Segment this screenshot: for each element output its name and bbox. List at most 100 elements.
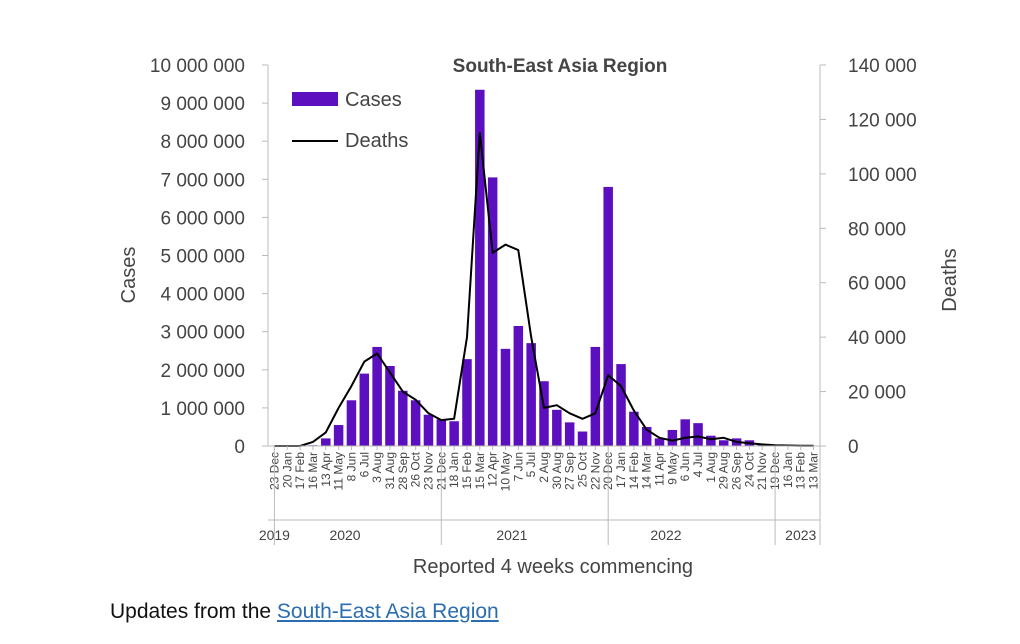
- left-tick-label: 10 000 000: [150, 56, 245, 77]
- x-tick-label: 22 Nov: [588, 452, 602, 490]
- cases-bar: [616, 364, 626, 446]
- left-tick-label: 4 000 000: [160, 285, 245, 306]
- cases-bar: [706, 435, 716, 446]
- cases-bar: [693, 423, 703, 446]
- x-tick-label: 16 Jan: [781, 452, 795, 488]
- cases-bar: [321, 438, 331, 446]
- year-label: 2021: [496, 527, 527, 543]
- cases-bar: [372, 346, 382, 446]
- cases-bar: [641, 426, 652, 446]
- x-tick-label: 6 Jun: [678, 452, 692, 481]
- cases-bar: [552, 409, 562, 446]
- x-tick-label: 17 Feb: [293, 452, 307, 490]
- chart-title: South-East Asia Region: [453, 56, 668, 77]
- x-tick-label: 14 Mar: [640, 452, 654, 489]
- cases-bar: [385, 365, 395, 446]
- left-tick-label: 5 000 000: [160, 247, 245, 268]
- x-tick-label: 5 Jul: [524, 452, 538, 477]
- cases-bar: [564, 422, 575, 446]
- right-tick-label: 20 000: [848, 383, 906, 404]
- left-tick-label: 9 000 000: [160, 94, 245, 115]
- x-axis-label: Reported 4 weeks commencing: [413, 556, 693, 578]
- cases-bar: [359, 373, 370, 446]
- right-tick-label: 120 000: [848, 110, 917, 131]
- x-tick-label: 24 Oct: [742, 451, 756, 487]
- x-tick-label: 18 Jan: [447, 452, 461, 488]
- x-tick-label: 3 Aug: [370, 452, 384, 483]
- x-tick-label: 30 Aug: [550, 452, 564, 489]
- left-y-axis: 0 1 000 000 2 000 000 3 000 000 4 000 000 5 0…: [150, 56, 269, 458]
- cases-bar: [346, 400, 357, 446]
- x-tick-label: 14 Feb: [627, 452, 641, 490]
- legend: Cases Deaths: [292, 89, 408, 152]
- x-tick-label: 2 Aug: [537, 452, 551, 483]
- cases-bar: [577, 431, 588, 446]
- x-tick-label: 17 Jan: [614, 452, 628, 488]
- x-tick-label: 13 Feb: [794, 452, 808, 490]
- x-tick-label: 27 Sep: [563, 452, 577, 490]
- x-tick-label: 1 Aug: [704, 452, 718, 483]
- x-tick-label: 13 Apr: [319, 452, 333, 487]
- left-tick-label: 6 000 000: [160, 208, 245, 229]
- year-label: 2019: [259, 527, 290, 543]
- x-tick-label: 6 Jul: [357, 452, 371, 477]
- x-tick-label: 9 May: [665, 452, 679, 485]
- x-tick-label: 28 Sep: [396, 452, 410, 490]
- x-tick-label: 29 Aug: [717, 452, 731, 489]
- cases-bar: [423, 414, 434, 446]
- cases-bars: [308, 89, 819, 447]
- x-tick-label: 10 May: [499, 452, 513, 491]
- cases-bar: [462, 359, 472, 446]
- x-tick-label: 26 Oct: [409, 451, 423, 487]
- south-east-asia-region-link[interactable]: South-East Asia Region: [276, 600, 499, 623]
- cases-bar: [410, 400, 421, 446]
- cases-bar: [487, 177, 498, 446]
- right-tick-label: 100 000: [848, 165, 917, 186]
- deaths-line: [274, 132, 814, 447]
- x-tick-label: 16 Mar: [306, 452, 320, 489]
- year-label: 2022: [650, 527, 681, 543]
- legend-cases-label: Cases: [345, 89, 402, 111]
- x-tick-label: 23 Nov: [422, 452, 436, 490]
- legend-cases-swatch: [292, 92, 338, 106]
- right-axis-label: Deaths: [939, 248, 961, 311]
- x-tick-label: 8 Jun: [344, 452, 358, 481]
- cases-bar: [449, 421, 459, 446]
- x-tick-label: 13 Mar: [807, 452, 821, 489]
- footer-text: Updates from the South-East Asia Region: [110, 600, 499, 624]
- left-tick-label: 2 000 000: [160, 361, 245, 382]
- x-tick-label: 20 Jan: [280, 452, 294, 488]
- right-y-axis: 0 20 000 40 000 60 000 80 000 100 000 120 000 1…: [819, 56, 917, 458]
- x-tick-label: 25 Oct: [576, 451, 590, 487]
- x-tick-label: 15 Feb: [460, 452, 474, 490]
- cases-bar: [590, 346, 601, 446]
- year-label: 2020: [329, 527, 360, 543]
- footer-prefix: Updates from the: [110, 600, 277, 623]
- year-label: 2023: [785, 527, 816, 543]
- cases-bar: [526, 343, 536, 446]
- cases-bar: [667, 429, 678, 446]
- left-tick-label: 3 000 000: [160, 323, 245, 344]
- cases-bar: [629, 411, 639, 446]
- right-tick-label: 60 000: [848, 274, 906, 295]
- cases-bar: [654, 438, 665, 446]
- x-tick-label: 11 Apr: [653, 452, 667, 486]
- x-tick-label: 31 Aug: [383, 452, 397, 489]
- left-tick-label: 7 000 000: [160, 170, 245, 191]
- x-tick-label: 15 Mar: [473, 452, 487, 489]
- right-tick-label: 40 000: [848, 328, 906, 349]
- x-tick-label: 12 Apr: [486, 452, 500, 487]
- left-tick-label: 1 000 000: [160, 399, 245, 420]
- cases-bar: [475, 89, 485, 446]
- right-tick-label: 80 000: [848, 219, 906, 240]
- cases-bar: [436, 419, 447, 446]
- x-tick-label: 21 Nov: [755, 452, 769, 490]
- cases-bar: [513, 325, 524, 446]
- x-tick-label: 26 Sep: [730, 452, 744, 490]
- x-tick-label: 4 Jul: [691, 452, 705, 477]
- deaths-line-group: [274, 132, 814, 447]
- x-tick-label: 11 May: [332, 452, 346, 490]
- cases-bar: [398, 390, 408, 446]
- x-tick-label: 7 Jun: [511, 452, 525, 481]
